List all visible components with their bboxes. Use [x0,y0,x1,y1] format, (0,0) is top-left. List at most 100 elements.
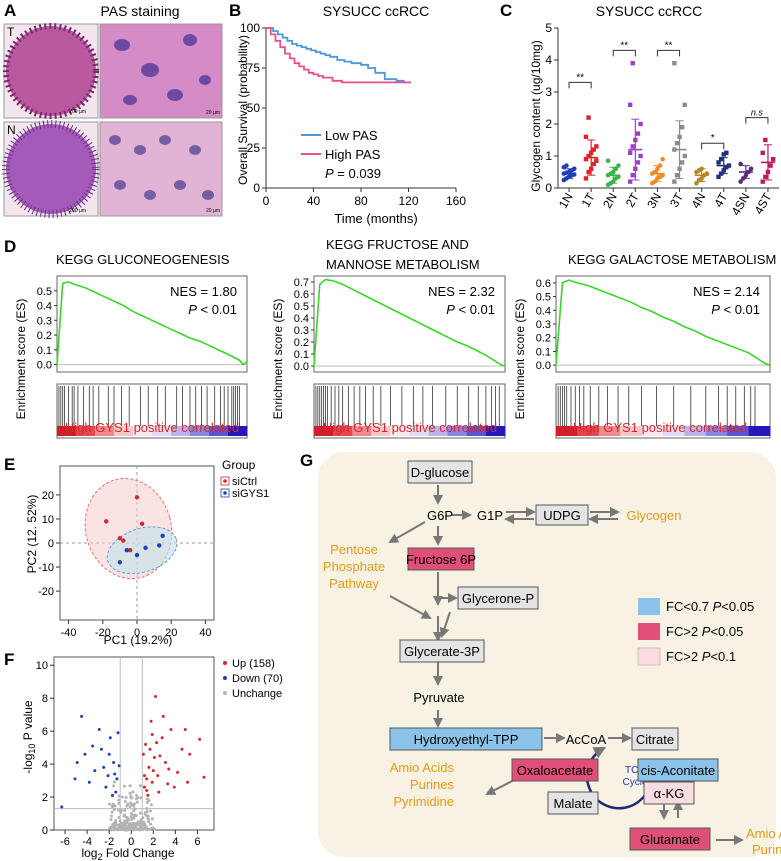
gsea1-y-tick-label: 0.5 [37,286,52,298]
volcano-point-up [142,774,146,778]
glycogen-y-tick-label: 3 [545,85,552,99]
volcano-point-unchange [143,827,147,831]
glycogen-point-4N [694,180,699,186]
volcano-point-down [73,777,77,781]
gsea2-rank-bar [371,426,391,436]
volcano-point-down [116,731,120,735]
gsea3-rank-bar [577,426,600,436]
volcano-point-up [186,780,190,784]
volcano-point-unchange [134,794,138,798]
legend-pink-swatch [637,647,661,666]
volcano-point-unchange [119,809,123,813]
glycogen-point-3T [674,141,680,146]
pca-legend-title: Group [222,458,256,472]
tumor-nuclei [114,34,211,105]
volcano-point-unchange [126,826,130,830]
gsea1-es-curve [56,281,248,366]
panel-label-e: E [4,455,15,474]
node-glutamate-label: Glutamate [640,832,700,847]
glycogen-point-4ST [760,150,765,155]
volcano-point-unchange [134,814,138,818]
node-akg-label: α-KG [654,786,685,801]
glycogen-point-2T [630,61,635,66]
gsea2-pvalue: P < 0.01 [446,302,495,317]
pca-ellipse-sigys1 [106,526,178,575]
volcano-point-up [150,780,154,784]
volcano-point-unchange [112,784,116,788]
volcano-point-unchange [140,821,144,825]
volcano-point-unchange [130,814,134,818]
pca-ylabel: PC2 (12. 52%) [25,495,39,574]
volcano-point-down [113,772,117,776]
legend-red-label: FC>2 P<0.05 [666,624,743,639]
survival-x-tick-label: 0 [263,194,270,208]
normal-scale-large: 20 µm [206,208,220,214]
gsea2-rank-bar [352,426,372,436]
gsea2-y-tick-label: 0.0 [294,361,309,373]
node-udpg-label: UDPG [543,508,581,523]
volcano-point-up [158,754,162,758]
glycogen-sig-bracket [568,81,592,89]
volcano-point-unchange [149,809,153,813]
glycogen-x-tick-label: 4N [688,191,708,211]
node-oxaloacetate [511,758,599,782]
glycogen-point-3T [679,160,685,165]
volcano-point-up [166,782,170,786]
volcano-ylabel: -log10 P value [21,700,37,774]
volcano-point-unchange [113,804,117,808]
volcano-point-up [151,769,155,773]
node-glycerate3p [399,639,485,663]
volcano-point-unchange [133,828,137,832]
legend-sictrl-label: siCtrl [232,476,257,488]
gsea2-rank-bar [409,426,430,436]
volcano-point-unchange [117,794,121,798]
volcano-point-up [161,714,165,718]
gsea1-y-tick-label: 0.1 [37,345,52,357]
node-cis-aconitate-label: cis-Aconitate [641,763,715,778]
legend-sigys1-label: siGYS1 [232,488,269,500]
glycogen-y-tick-label: 2 [545,117,552,131]
pathway-nodes: D-glucose G6P G1P UDPG Glycogen Fructose… [323,460,781,857]
volcano-point-unchange [146,814,150,818]
gsea3-y-tick-label: 0.2 [536,333,551,345]
gsea1-rank-bar [152,426,172,436]
legend-up-dot [223,661,227,665]
gsea2-rank-bar [485,426,506,436]
panel-label-d: D [4,237,16,256]
glycogen-point-1T [594,144,599,149]
volcano-point-unchange [122,820,126,824]
volcano-x-tick-label: -2 [104,836,114,848]
survival-y-tick-label: 100 [240,21,260,35]
volcano-xlabel: log2 Fold Change [81,846,174,861]
node-fructose6p [407,547,475,571]
volcano-point-unchange [152,827,156,831]
node-g1p: G1P [477,508,503,523]
node-g6p: G6P [427,508,453,523]
glycogen-point-3T [679,125,685,130]
glycogen-point-4SN [748,166,754,172]
volcano-point-unchange [145,801,149,805]
volcano-y-tick-label: 10 [36,660,48,672]
legend-unchange-dot [223,691,227,695]
volcano-point-unchange [131,790,135,794]
glycogen-point-4ST [763,137,768,143]
volcano-point-up [154,695,158,699]
glycogen-point-1N [571,166,577,172]
survival-y-tick-label: 25 [247,141,261,155]
volcano-point-unchange [150,817,154,821]
volcano-point-up [167,767,171,771]
glycogen-sig-label: ** [576,72,584,83]
legend-sigys1-dot [223,491,227,495]
pca-point-siCtrl [121,538,126,543]
pca-y-tick-label: -10 [38,562,54,574]
pca-legend: Group siCtrl siGYS1 [220,458,269,500]
volcano-point-down [104,785,108,789]
tca-label-1: TCA [625,765,645,776]
gsea3-rank-bar [641,426,664,436]
legend-sictrl-swatch [220,476,230,486]
node-malate [547,791,599,815]
node-glycerate3p-label: Glycerate-3P [404,644,480,659]
volcano-point-down [107,752,111,756]
gsea3-rank-bar [748,426,771,436]
gsea3-es-curve [555,279,771,366]
